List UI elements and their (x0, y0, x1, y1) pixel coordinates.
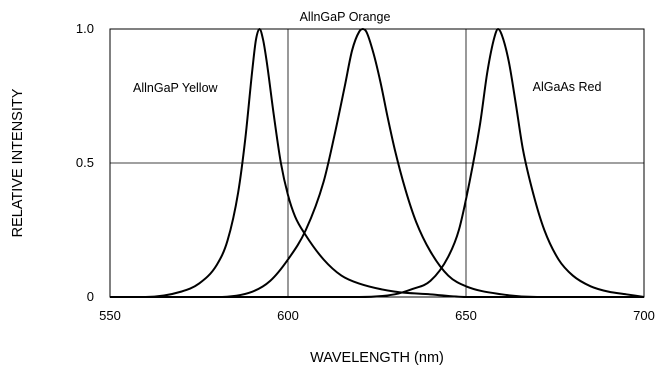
y-tick-label: 0.5 (76, 155, 94, 170)
series-labels: AllnGaP Yellow AllnGaP Orange AlGaAs Red (133, 10, 601, 95)
y-tick-label: 1.0 (76, 21, 94, 36)
x-axis-title: WAVELENGTH (nm) (310, 350, 444, 366)
series-line-allngap-orange (110, 28, 644, 298)
series-label-allngap-yellow: AllnGaP Yellow (133, 81, 219, 95)
series-label-algaas-red: AlGaAs Red (533, 80, 602, 94)
x-tick-label: 600 (277, 308, 299, 323)
y-axis-ticks: 0 0.5 1.0 (76, 21, 94, 304)
x-tick-label: 550 (99, 308, 121, 323)
series-line-allngap-yellow (110, 28, 644, 298)
y-axis-title: RELATIVE INTENSITY (10, 88, 26, 237)
x-tick-label: 650 (455, 308, 477, 323)
x-tick-label: 700 (633, 308, 655, 323)
series-lines (110, 28, 645, 299)
y-tick-label: 0 (87, 289, 94, 304)
series-label-allngap-orange: AllnGaP Orange (300, 10, 391, 24)
grid-lines (110, 29, 644, 297)
x-axis-ticks: 550 600 650 700 (99, 308, 655, 323)
series-line-algaas-red (110, 28, 645, 299)
